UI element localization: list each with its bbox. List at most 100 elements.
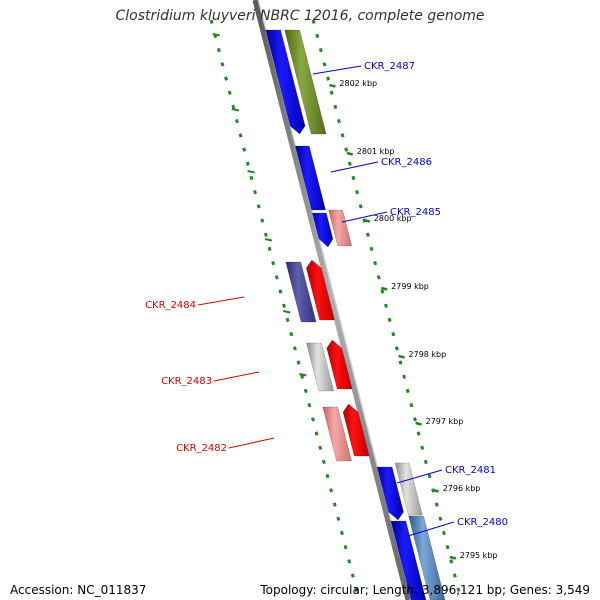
gene-block-ckr-2480-blue xyxy=(390,520,427,600)
minor-tick xyxy=(402,374,407,379)
gene-leader-ckr-2481 xyxy=(396,469,443,484)
minor-tick xyxy=(271,260,276,266)
minor-tick xyxy=(369,246,374,252)
minor-tick xyxy=(325,473,330,479)
gene-label-ckr-2487: CKR_2487 xyxy=(364,61,415,72)
minor-tick xyxy=(337,118,341,124)
minor-tick xyxy=(253,189,257,195)
accession-info: Accession: NC_011837 xyxy=(10,583,147,597)
kbp-tick-label: 2799 kbp xyxy=(391,282,429,291)
kbp-tick-label: 2797 kbp xyxy=(426,417,464,426)
gene-block-ckr-2485-blue xyxy=(312,212,334,248)
minor-tick xyxy=(307,402,312,408)
minor-tick xyxy=(434,502,439,507)
minor-tick xyxy=(343,544,348,550)
minor-tick xyxy=(289,331,294,337)
minor-tick xyxy=(456,587,461,592)
minor-tick xyxy=(380,289,385,294)
genome-title: Clostridium kluyveri NBRC 12016, complet… xyxy=(115,8,485,24)
minor-tick xyxy=(332,502,337,507)
minor-tick xyxy=(292,346,297,351)
minor-tick xyxy=(373,260,378,266)
minor-tick xyxy=(314,431,319,436)
kbp-tick-mark xyxy=(415,421,422,426)
gene-block-ckr-2487-olive xyxy=(284,29,327,135)
gene-label-ckr-2483: CKR_2483 xyxy=(161,376,212,387)
minor-tick xyxy=(245,161,250,166)
major-tick xyxy=(231,108,240,112)
gene-leader-ckr-2486 xyxy=(330,161,379,173)
minor-tick xyxy=(347,161,352,166)
minor-tick xyxy=(365,232,370,237)
minor-tick xyxy=(427,473,432,479)
gene-block-ckr-2486 xyxy=(294,145,326,211)
gene-label-ckr-2481: CKR_2481 xyxy=(445,465,496,476)
kbp-tick-mark xyxy=(380,286,388,291)
major-tick xyxy=(247,170,255,174)
gene-leader-ckr-2487 xyxy=(312,65,362,75)
minor-tick xyxy=(278,289,283,294)
kbp-tick-label: 2798 kbp xyxy=(409,350,447,359)
minor-tick xyxy=(413,417,417,422)
gene-label-ckr-2482: CKR_2482 xyxy=(176,443,227,454)
kbp-tick-label: 2801 kbp xyxy=(357,147,395,156)
minor-tick xyxy=(235,118,239,124)
minor-tick xyxy=(394,346,399,351)
gene-block-ckr-2484 xyxy=(285,261,317,323)
minor-tick xyxy=(336,516,341,521)
minor-tick xyxy=(449,559,454,564)
minor-tick xyxy=(321,459,326,465)
minor-tick xyxy=(340,133,345,138)
minor-tick xyxy=(384,303,388,308)
minor-tick xyxy=(354,587,359,592)
minor-tick xyxy=(311,19,316,24)
minor-tick xyxy=(405,388,410,394)
minor-tick xyxy=(326,76,331,81)
minor-tick xyxy=(358,204,363,209)
gene-leader-ckr-2485 xyxy=(341,211,388,223)
minor-tick xyxy=(315,33,320,39)
topology-info: Topology: circular; Length: 3,896,121 bp… xyxy=(260,583,590,597)
major-tick xyxy=(264,238,273,242)
minor-tick xyxy=(329,488,334,493)
gene-leader-ckr-2480 xyxy=(407,521,455,537)
kbp-tick-mark xyxy=(449,555,457,560)
minor-tick xyxy=(274,275,279,280)
minor-tick xyxy=(220,62,225,67)
minor-tick xyxy=(224,76,229,81)
minor-tick xyxy=(355,189,359,195)
minor-tick xyxy=(445,544,450,550)
minor-tick xyxy=(322,62,327,67)
minor-tick xyxy=(318,47,323,53)
minor-tick xyxy=(350,573,355,578)
minor-tick xyxy=(256,204,261,209)
minor-tick xyxy=(409,402,414,408)
minor-tick xyxy=(267,246,272,252)
minor-tick xyxy=(260,218,265,223)
gene-leader-ckr-2482 xyxy=(228,437,275,449)
minor-tick xyxy=(340,530,344,536)
minor-tick xyxy=(351,175,356,181)
minor-tick xyxy=(329,90,334,95)
major-tick xyxy=(283,310,291,314)
minor-tick xyxy=(282,303,286,308)
kbp-tick-mark xyxy=(346,151,354,156)
minor-tick xyxy=(344,147,349,152)
gene-leader-ckr-2484 xyxy=(197,296,245,306)
minor-tick xyxy=(303,388,308,394)
genome-backbone xyxy=(252,0,411,600)
minor-tick xyxy=(311,417,315,422)
minor-tick xyxy=(347,559,352,564)
kbp-tick-label: 2802 kbp xyxy=(339,79,377,88)
gene-label-ckr-2480: CKR_2480 xyxy=(457,517,508,528)
gene-block-ckr-2487 xyxy=(265,29,306,135)
gene-label-ckr-2485: CKR_2485 xyxy=(390,207,441,218)
gene-label-ckr-2484: CKR_2484 xyxy=(145,300,196,311)
minor-tick xyxy=(423,459,428,465)
minor-tick xyxy=(242,147,247,152)
gene-block-ckr-2483-red xyxy=(326,339,353,390)
minor-tick xyxy=(238,133,243,138)
major-tick xyxy=(299,373,307,377)
minor-tick xyxy=(333,104,338,110)
minor-tick xyxy=(296,360,301,365)
